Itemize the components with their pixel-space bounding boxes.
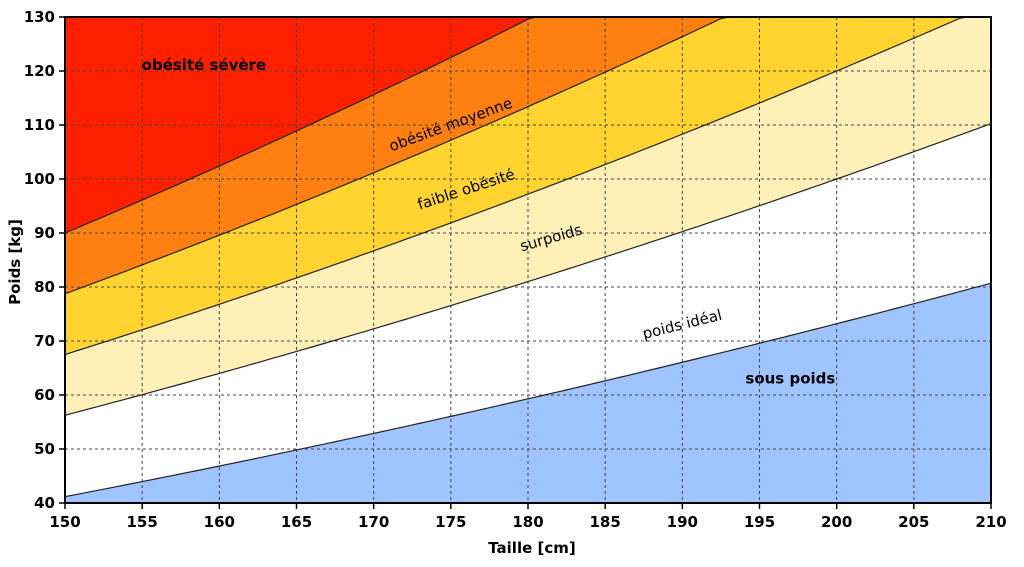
x-tick-label: 155 [127, 513, 158, 531]
grid-lines [65, 17, 991, 503]
x-tick-label: 180 [512, 513, 543, 531]
y-tick-label: 120 [24, 62, 55, 80]
x-tick-label: 165 [281, 513, 312, 531]
x-axis-label: Taille [cm] [488, 539, 575, 557]
y-tick-label: 60 [34, 386, 55, 404]
y-tick-label: 100 [24, 170, 55, 188]
y-axis-ticks: 40 50 60 70 80 90 100 110 120 130 [24, 8, 65, 512]
y-tick-label: 80 [34, 278, 55, 296]
y-tick-label: 40 [34, 494, 55, 512]
y-tick-label: 70 [34, 332, 55, 350]
x-tick-label: 160 [204, 513, 235, 531]
y-tick-label: 110 [24, 116, 55, 134]
x-tick-label: 210 [975, 513, 1006, 531]
boundary-curve [64, 123, 992, 416]
y-axis-label: Poids [kg] [6, 219, 24, 305]
x-tick-label: 190 [667, 513, 698, 531]
x-tick-label: 195 [744, 513, 775, 531]
x-tick-label: 175 [435, 513, 466, 531]
x-tick-label: 170 [358, 513, 389, 531]
boundary-curve [64, 282, 992, 498]
zone-label: obésité sévère [142, 56, 266, 74]
zone-area-0 [65, 283, 991, 503]
y-tick-label: 130 [24, 8, 55, 26]
x-tick-label: 200 [821, 513, 852, 531]
zone-label: sous poids [745, 369, 835, 387]
boundary-curve [64, 16, 991, 356]
x-tick-label: 150 [49, 513, 80, 531]
y-tick-label: 90 [34, 224, 55, 242]
x-tick-label: 205 [898, 513, 929, 531]
x-axis-ticks: 150 155 160 165 170 175 180 185 190 195 200 205 210 [49, 503, 1007, 531]
x-tick-label: 185 [590, 513, 621, 531]
y-tick-label: 50 [34, 440, 55, 458]
